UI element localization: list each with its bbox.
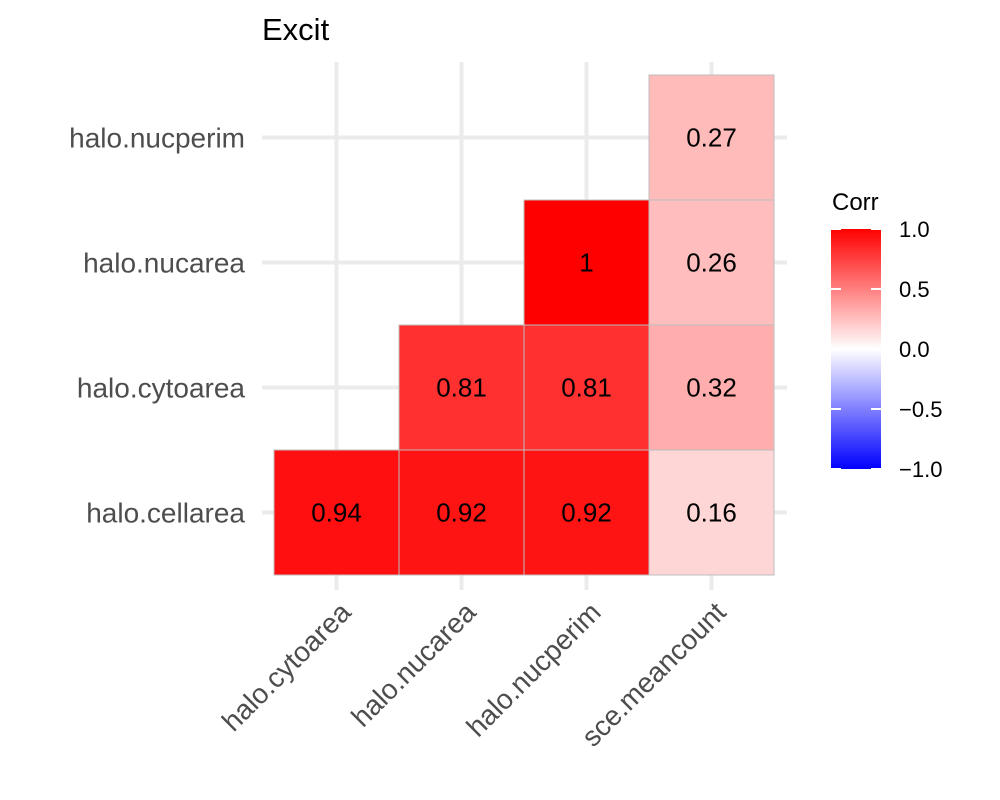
cell-value-label: 0.26 — [686, 248, 737, 278]
cell-value-label: 0.94 — [311, 498, 362, 528]
chart-title: Excit — [262, 12, 330, 47]
legend-title: Corr — [832, 189, 879, 216]
y-tick-label: halo.cytoarea — [77, 373, 246, 404]
heatmap-tile — [523, 449, 650, 576]
y-tick-label: halo.nucperim — [69, 123, 245, 154]
heatmap-tile — [523, 199, 650, 326]
x-tick-label: halo.cytoarea — [216, 596, 357, 737]
x-tick-label: halo.nucarea — [345, 596, 482, 733]
cell-labels: 0.94 0.92 0.92 0.16 0.81 0.81 0.32 1 0.26 0.27 — [311, 123, 737, 528]
heatmap-tile — [523, 324, 650, 451]
cell-value-label: 0.81 — [436, 373, 487, 403]
y-axis-tick-labels: halo.cellarea halo.cytoarea halo.nucarea ha… — [69, 123, 245, 529]
legend-tick-label: −0.5 — [899, 397, 942, 422]
y-tick-label: halo.cellarea — [86, 498, 245, 529]
legend-tick-label: 0.0 — [899, 337, 930, 362]
legend-ticks: 1.0 0.5 0.0 −0.5 −1.0 — [831, 217, 942, 482]
cell-value-label: 0.27 — [686, 123, 737, 153]
legend-tick-label: 0.5 — [899, 277, 930, 302]
heatmap-tile — [273, 449, 400, 576]
cell-value-label: 0.81 — [561, 373, 612, 403]
cell-value-label: 0.32 — [686, 373, 737, 403]
x-axis-tick-labels: halo.cytoareahalo.nucareahalo.nucperimsc… — [216, 596, 732, 752]
heatmap-tile — [398, 449, 525, 576]
cell-value-label: 0.16 — [686, 498, 737, 528]
legend-tick-label: 1.0 — [899, 217, 930, 242]
heatmap-tiles — [273, 74, 775, 576]
cell-value-label: 1 — [579, 248, 593, 278]
y-tick-label: halo.nucarea — [83, 248, 245, 279]
cell-value-label: 0.92 — [436, 498, 487, 528]
heatmap-tile — [648, 199, 775, 326]
legend-tick-label: −1.0 — [899, 457, 942, 482]
legend: Corr 1.0 0.5 0.0 −0.5 −1.0 — [831, 189, 942, 482]
heatmap-tile — [648, 449, 775, 576]
cell-value-label: 0.92 — [561, 498, 612, 528]
heatmap-tile — [648, 74, 775, 201]
